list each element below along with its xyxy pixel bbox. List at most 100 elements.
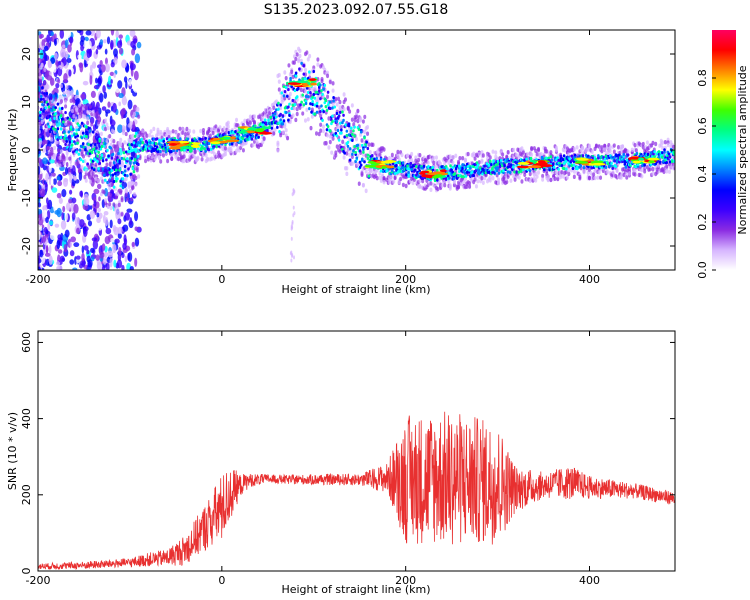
spectrum-cell (332, 95, 335, 100)
spectrum-cell (124, 176, 128, 182)
spectrum-cell (126, 208, 133, 213)
spectrum-cell (448, 183, 452, 188)
spectrum-cell (177, 156, 181, 162)
spectrum-cell (654, 141, 658, 147)
spectrum-cell (640, 174, 644, 179)
spectrum-cell (588, 156, 591, 160)
spectrum-cell (60, 220, 67, 230)
spectrum-cell (70, 108, 74, 114)
spectrum-cell (122, 157, 126, 161)
spectrum-cell (661, 151, 664, 155)
spectrum-cell (50, 57, 56, 64)
spectrum-cell (91, 237, 98, 242)
spectrum-cell (297, 57, 301, 62)
spectrum-cell (382, 147, 386, 152)
spectrum-cell (96, 212, 100, 218)
spectrum-cell (137, 140, 140, 145)
spectrum-cell (53, 64, 57, 73)
spectrum-cell (271, 113, 275, 117)
spectrum-cell (366, 124, 370, 130)
spectrum-cell (520, 179, 524, 184)
spectrum-cell (157, 155, 161, 161)
spectrum-cell (83, 174, 87, 180)
spectrum-cell (581, 145, 585, 151)
spectrum-cell (190, 149, 193, 153)
spectrum-cell (411, 180, 415, 186)
spectrum-cell (320, 104, 323, 108)
spectrum-cell (159, 159, 163, 164)
spectrum-cell (341, 110, 344, 114)
spectrum-cell (38, 208, 43, 215)
spectrum-cell (115, 30, 119, 39)
spectrum-cell (473, 177, 477, 182)
spectrum-cell (570, 163, 574, 168)
spectrum-cell (149, 141, 152, 145)
spectrum-cell (272, 116, 276, 120)
spectrum-cell (266, 129, 269, 133)
spectrum-cell (68, 156, 72, 161)
spectrum-cell (279, 118, 282, 122)
spectrum-cell (90, 102, 94, 112)
spectrum-cell (84, 105, 88, 111)
spectrum-cell (87, 142, 91, 147)
spectrum-cell (151, 141, 155, 145)
spectrum-cell (321, 124, 325, 129)
spectrum-cell (345, 129, 349, 133)
spectrum-cell (43, 209, 48, 219)
spectrum-cell (401, 182, 405, 188)
spectrum-cell (96, 217, 101, 224)
spectrum-cell (360, 171, 364, 176)
spectrum-cell (113, 171, 117, 176)
spectrum-cell (326, 125, 330, 129)
spectrum-cell (111, 152, 115, 156)
spectrum-cell (38, 34, 43, 39)
spectrum-cell (80, 136, 84, 140)
spectrum-cell (99, 92, 104, 103)
spectrum-cell (625, 175, 629, 180)
spectrum-cell (57, 79, 61, 84)
spectrum-cell (345, 151, 349, 156)
spectrum-cell (556, 176, 560, 182)
spectrum-cell (276, 125, 279, 129)
spectrum-cell (97, 178, 101, 184)
spectrum-cell (133, 192, 137, 197)
spectrum-cell (596, 175, 600, 180)
spectrum-cell (535, 174, 539, 179)
spectrum-cell (94, 162, 98, 168)
spectrum-cell (561, 174, 565, 179)
spectrum-cell (87, 165, 91, 170)
spectrum-cell (506, 170, 510, 174)
spectrum-hotspot (212, 137, 221, 141)
spectrum-cell (621, 144, 625, 149)
spectrum-cell (162, 139, 166, 143)
spectrum-cell (38, 116, 41, 120)
spectrum-cell (514, 152, 518, 158)
spectrum-cell (302, 72, 306, 76)
spectrum-cell (284, 85, 288, 90)
spectrum-cell (79, 190, 83, 197)
spectrum-cell (366, 156, 370, 161)
spectrum-cell (182, 158, 186, 164)
spectrum-cell (410, 151, 414, 157)
spectrum-cell (64, 99, 68, 104)
spectrum-cell (90, 150, 94, 155)
spectrum-cell (170, 153, 174, 158)
spectrum-cell (126, 197, 130, 202)
spectrum-cell (131, 133, 135, 139)
spectrum-cell (628, 171, 631, 176)
spectrum-cell (91, 171, 95, 176)
spectrum-cell (309, 125, 313, 131)
spectrum-cell (97, 77, 102, 87)
spectrum-cell (58, 60, 62, 66)
spectrum-cell (494, 163, 498, 167)
spectrum-cell (370, 168, 374, 174)
spectrum-cell (323, 83, 327, 87)
spectrum-cell (204, 149, 207, 153)
spectrum-cell (96, 154, 99, 158)
spectrum-cell (103, 188, 109, 197)
spectrum-cell (41, 91, 44, 95)
spectrum-cell (294, 56, 298, 62)
spectrum-cell (128, 78, 132, 87)
spectrum-cell (306, 57, 310, 62)
spectrum-cell (312, 69, 316, 74)
